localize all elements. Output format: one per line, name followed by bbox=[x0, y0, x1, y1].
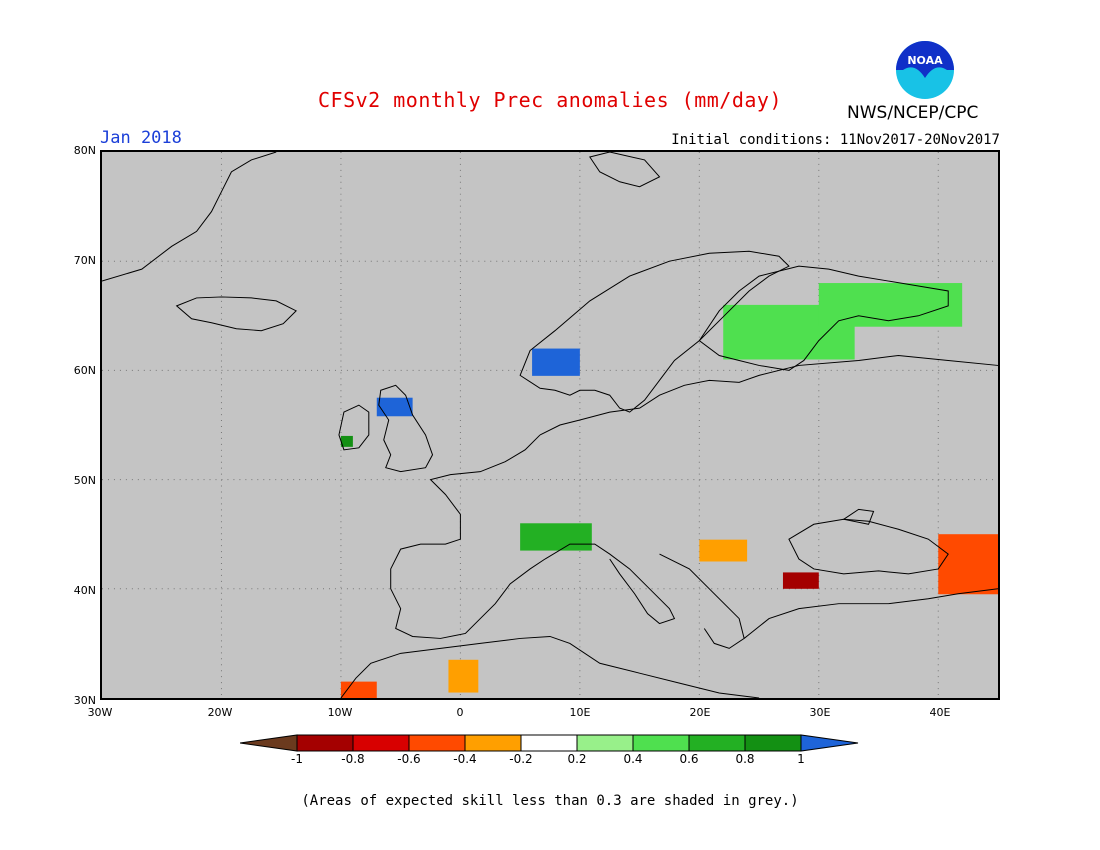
lat-label-50n: 50N bbox=[73, 474, 96, 487]
coast-crimea bbox=[842, 508, 875, 525]
coast-greenland bbox=[102, 152, 277, 282]
initial-conditions: Initial conditions: 11Nov2017-20Nov2017 bbox=[671, 132, 1000, 148]
anomaly-cells bbox=[340, 283, 998, 698]
coast-med-north bbox=[544, 543, 998, 649]
lon-label-20w: 20W bbox=[207, 706, 233, 719]
cbar-label-0.8: 0.8 bbox=[735, 752, 755, 766]
anomaly-cell bbox=[938, 534, 998, 595]
lon-label-40e: 40E bbox=[929, 706, 951, 719]
colorbar-box bbox=[688, 734, 746, 752]
agency-label: NWS/NCEP/CPC bbox=[847, 103, 979, 123]
colorbar-box bbox=[408, 734, 466, 752]
colorbar-box bbox=[464, 734, 522, 752]
colorbar-box bbox=[744, 734, 802, 752]
lon-label-10w: 10W bbox=[327, 706, 353, 719]
lon-label-30e: 30E bbox=[809, 706, 831, 719]
colorbar-box bbox=[296, 734, 354, 752]
chart-title: CFSv2 monthly Prec anomalies (mm/day) bbox=[317, 88, 783, 112]
colorbar-box bbox=[520, 734, 578, 752]
coast-africa bbox=[340, 635, 760, 698]
cbar-label-neg0.8: -0.8 bbox=[341, 752, 365, 766]
cbar-label-0.4: 0.4 bbox=[623, 752, 643, 766]
lat-label-70n: 70N bbox=[73, 254, 96, 267]
cbar-label-neg0.4: -0.4 bbox=[453, 752, 477, 766]
anomaly-cell bbox=[782, 572, 819, 589]
lat-label-40n: 40N bbox=[73, 584, 96, 597]
coast-black-sea bbox=[788, 518, 949, 575]
lat-label-60n: 60N bbox=[73, 364, 96, 377]
coast-iceland bbox=[175, 296, 297, 332]
noaa-logo-text: NOAA bbox=[907, 54, 943, 67]
cbar-label-0.6: 0.6 bbox=[679, 752, 699, 766]
anomaly-cell bbox=[699, 539, 748, 562]
coast-europe-west bbox=[390, 434, 546, 639]
map-panel bbox=[100, 150, 1000, 700]
cbar-label-neg0.2: -0.2 bbox=[509, 752, 533, 766]
cbar-label-neg1: -1 bbox=[291, 752, 303, 766]
lon-label-20e: 20E bbox=[689, 706, 711, 719]
map-canvas bbox=[102, 152, 998, 698]
coast-svalbard bbox=[589, 152, 661, 188]
lon-label-10e: 10E bbox=[569, 706, 591, 719]
coast-britain bbox=[378, 384, 434, 473]
coast-ireland bbox=[338, 404, 370, 451]
cbar-label-neg0.6: -0.6 bbox=[397, 752, 421, 766]
colorbar-box bbox=[576, 734, 634, 752]
lon-label-30w: 30W bbox=[87, 706, 113, 719]
anomaly-cell bbox=[340, 681, 377, 698]
coast-europe-north bbox=[539, 355, 998, 436]
colorbar-arrow-left bbox=[240, 734, 298, 752]
footnote: (Areas of expected skill less than 0.3 a… bbox=[301, 793, 799, 809]
anomaly-cell bbox=[376, 397, 413, 417]
coast-finland-kola bbox=[698, 265, 949, 371]
colorbar-box bbox=[632, 734, 690, 752]
cbar-label-0.2: 0.2 bbox=[567, 752, 587, 766]
coast-scandinavia bbox=[519, 250, 790, 413]
colorbar-box bbox=[352, 734, 410, 752]
anomaly-cell bbox=[532, 348, 580, 376]
lat-label-30n: 30N bbox=[73, 694, 96, 707]
anomaly-cell bbox=[448, 659, 479, 693]
cbar-label-1: 1 bbox=[797, 752, 805, 766]
map-gridlines bbox=[102, 152, 998, 698]
coastlines bbox=[102, 152, 998, 698]
anomaly-cell bbox=[520, 523, 592, 551]
colorbar-arrow-right bbox=[800, 734, 859, 752]
colorbar bbox=[240, 734, 859, 752]
valid-month: Jan 2018 bbox=[100, 128, 182, 148]
anomaly-cell bbox=[340, 435, 353, 447]
lon-label-0: 0 bbox=[456, 706, 464, 719]
lat-label-80n: 80N bbox=[73, 144, 96, 157]
noaa-logo: NOAA bbox=[896, 41, 954, 99]
